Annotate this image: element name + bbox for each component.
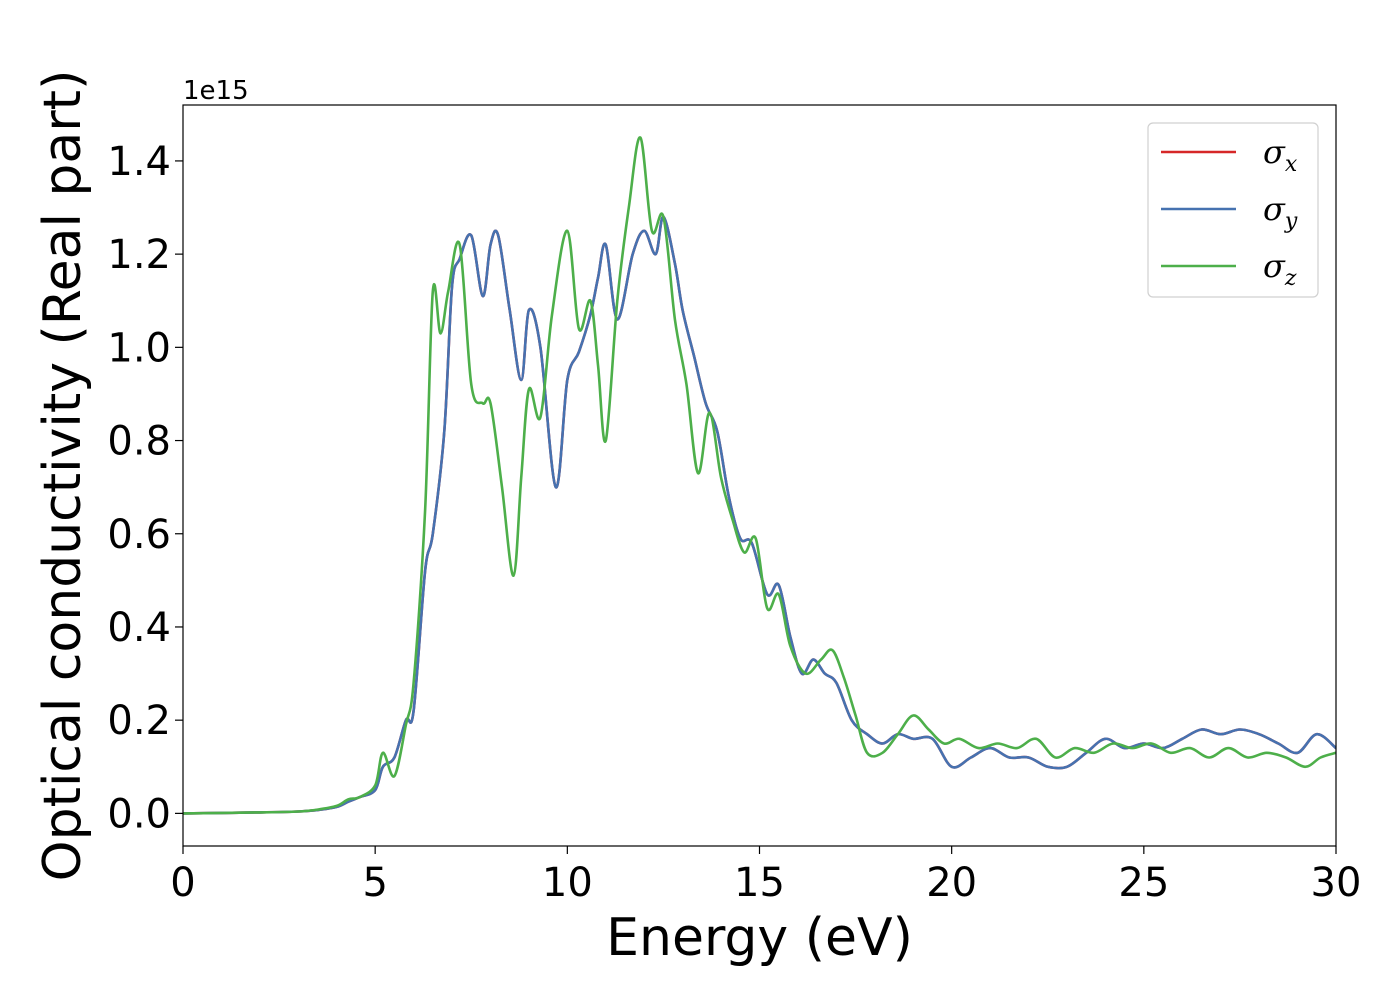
- x-axis-label: Energy (eV): [606, 908, 913, 968]
- series-layer: [183, 136, 1336, 815]
- legend-label-y: σy: [1263, 190, 1298, 234]
- x-tick-label: 0: [170, 860, 195, 906]
- y-tick-label: 1.0: [107, 325, 171, 371]
- y-offset-label: 1e15: [183, 76, 249, 106]
- x-tick-label: 10: [542, 860, 593, 906]
- x-tick-label: 5: [362, 860, 387, 906]
- x-tick-label: 15: [734, 860, 785, 906]
- legend: σx σy σz: [1147, 122, 1319, 298]
- series-line-z: [183, 136, 1336, 815]
- legend-label-x: σx: [1263, 133, 1298, 177]
- series-line-y: [183, 215, 1336, 815]
- y-tick-label: 0.2: [107, 698, 171, 744]
- series-line-x: [183, 215, 1336, 815]
- x-tick-label: 30: [1311, 860, 1362, 906]
- legend-label-z: σz: [1263, 247, 1297, 291]
- y-axis-label: Optical conductivity (Real part): [33, 70, 93, 882]
- y-tick-label: 0.4: [107, 605, 171, 651]
- tick-layer: 0 5 10 15 20 25 30 0.0 0.2 0.4 0.6 0.8 1.0 1.2 1.4: [107, 139, 1361, 906]
- y-tick-label: 1.4: [107, 139, 171, 185]
- x-tick-label: 20: [926, 860, 977, 906]
- y-tick-label: 0.8: [107, 419, 171, 465]
- y-tick-label: 0.6: [107, 512, 171, 558]
- x-tick-label: 25: [1118, 860, 1169, 906]
- y-tick-label: 0.0: [107, 791, 171, 837]
- y-tick-label: 1.2: [107, 232, 171, 278]
